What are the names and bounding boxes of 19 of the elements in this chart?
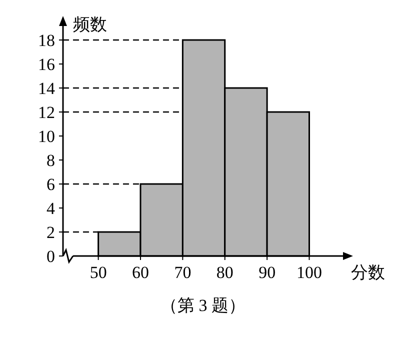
- x-tick-label: 50: [90, 263, 107, 282]
- x-tick-label: 100: [296, 263, 322, 282]
- y-tick-label: 10: [38, 126, 55, 146]
- y-tick-label: 14: [38, 78, 56, 98]
- x-tick-label: 60: [132, 263, 149, 282]
- x-tick-label: 70: [174, 263, 192, 282]
- y-tick-label: 4: [46, 198, 56, 218]
- x-axis-title: 分数: [351, 263, 385, 282]
- y-tick-label: 16: [38, 54, 55, 74]
- y-tick-label: 8: [46, 150, 55, 170]
- y-tick-label: 12: [38, 102, 55, 122]
- y-tick-label: 6: [46, 174, 55, 194]
- y-tick-label: 18: [38, 30, 55, 50]
- x-tick-label: 80: [216, 263, 234, 282]
- y-tick-label: 2: [46, 222, 55, 242]
- y-axis-title: 频数: [73, 15, 107, 34]
- y-tick-label: 0: [46, 246, 55, 266]
- x-tick-label: 90: [258, 263, 276, 282]
- text: （第 3 题）: [160, 296, 246, 315]
